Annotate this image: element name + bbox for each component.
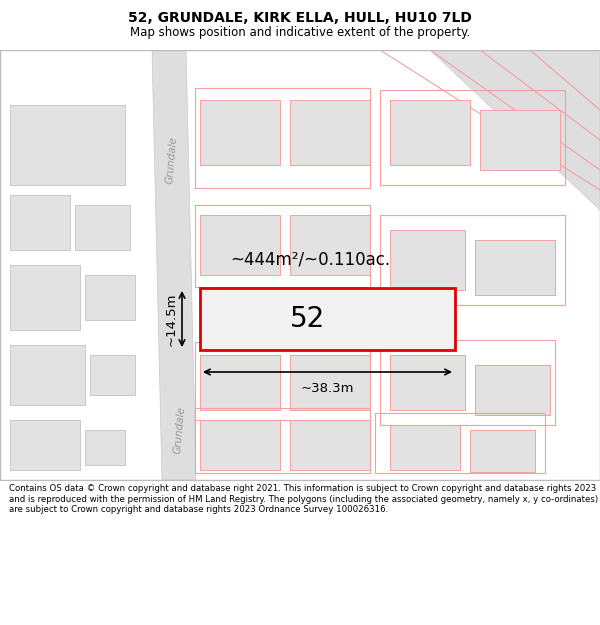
Bar [90, 355, 135, 395]
Bar [475, 365, 550, 415]
Text: ~444m²/~0.110ac.: ~444m²/~0.110ac. [230, 251, 390, 269]
Bar [290, 355, 370, 410]
Bar [85, 430, 125, 465]
Bar [390, 100, 470, 165]
Bar [475, 240, 555, 295]
Bar [10, 345, 85, 405]
Bar [390, 425, 460, 470]
Bar [480, 110, 560, 170]
Text: Grundale: Grundale [165, 136, 179, 184]
Bar [200, 420, 280, 470]
Text: ~38.3m: ~38.3m [301, 382, 354, 395]
Bar [10, 420, 80, 470]
Bar [380, 215, 565, 305]
Text: Grundale: Grundale [173, 406, 187, 454]
Bar [390, 355, 465, 410]
Bar [10, 195, 70, 250]
Text: Contains OS data © Crown copyright and database right 2021. This information is : Contains OS data © Crown copyright and d… [9, 484, 598, 514]
Bar [290, 215, 370, 275]
Bar [85, 275, 135, 320]
Bar [470, 430, 535, 472]
Bar [200, 355, 280, 410]
Bar [200, 288, 455, 350]
Bar [290, 100, 370, 165]
Bar [75, 205, 130, 250]
Bar [200, 215, 280, 275]
Text: ~14.5m: ~14.5m [165, 292, 178, 346]
Bar [195, 408, 370, 473]
Text: 52: 52 [289, 305, 325, 333]
Bar [195, 342, 370, 420]
Text: 52, GRUNDALE, KIRK ELLA, HULL, HU10 7LD: 52, GRUNDALE, KIRK ELLA, HULL, HU10 7LD [128, 11, 472, 25]
Polygon shape [430, 50, 600, 210]
Bar [10, 105, 125, 185]
Bar [390, 230, 465, 290]
Bar [380, 90, 565, 185]
Bar [10, 265, 80, 330]
Bar [195, 88, 370, 188]
Bar [195, 205, 370, 287]
Bar [375, 413, 545, 473]
Polygon shape [152, 50, 196, 480]
Bar [290, 420, 370, 470]
Bar [380, 340, 555, 425]
Text: Map shows position and indicative extent of the property.: Map shows position and indicative extent… [130, 26, 470, 39]
Bar [200, 100, 280, 165]
